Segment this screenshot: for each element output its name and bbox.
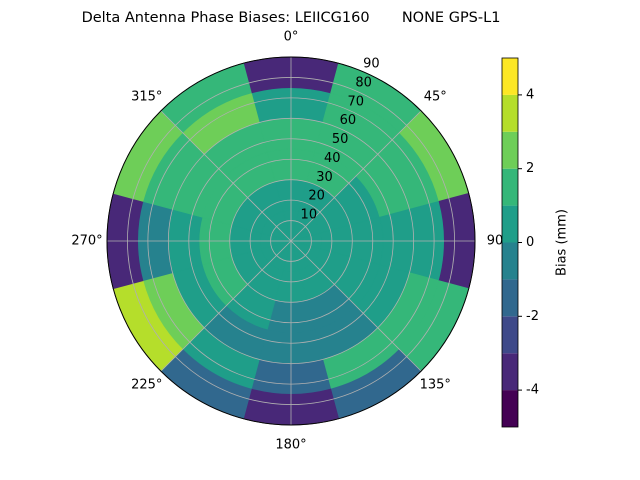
r-tick-label: 60 [340,113,357,128]
grid-spoke [160,240,292,372]
colorbar-band [502,353,518,391]
colorbar-tick-label: 4 [526,87,534,102]
colorbar-tick-label: 0 [526,235,534,250]
colorbar-band [502,168,518,206]
theta-tick-label: 180° [275,438,306,453]
theta-tick-label: 0° [284,30,299,45]
colorbar-tick-label: 2 [526,161,534,176]
colorbar-tick-label: -2 [526,309,539,324]
theta-tick-label: 315° [131,89,162,104]
r-tick-label: 90 [363,57,380,72]
colorbar: -4 -2 0 2 4 Bias (mm) [501,57,570,428]
colorbar-label: Bias (mm) [555,209,570,276]
colorbar-tick-label: -4 [526,383,539,398]
theta-tick-label: 45° [424,89,447,104]
theta-tick-label: 135° [420,378,451,393]
chart-title: Delta Antenna Phase Biases: LEIICG160 NO… [82,10,501,26]
r-tick-label: 70 [347,94,364,109]
colorbar-band [502,205,518,243]
colorbar-band [502,242,518,280]
grid-spoke [160,110,292,242]
colorbar-band [502,131,518,169]
grid-spoke [290,110,422,242]
colorbar-band [502,316,518,354]
grid-spoke [290,240,422,372]
plot-border [106,56,476,426]
r-tick-label: 50 [332,132,349,147]
r-tick-label: 40 [324,151,341,166]
theta-tick-label: 225° [131,378,162,393]
r-tick-label: 80 [355,75,372,90]
colorbar-band [502,58,518,95]
theta-tick-label: 90 [487,234,504,249]
theta-tick-label: 270° [71,234,102,249]
labels: 10 20 30 40 50 60 70 80 90 0° 45° 90 135° 180° 225° 270… [71,30,503,453]
grid [106,56,476,426]
colorbar-band [502,94,518,132]
r-tick-label: 20 [308,189,325,204]
r-tick-label: 30 [316,170,333,185]
colorbar-band [502,279,518,317]
r-tick-label: 10 [301,208,318,223]
colorbar-band [502,390,518,427]
